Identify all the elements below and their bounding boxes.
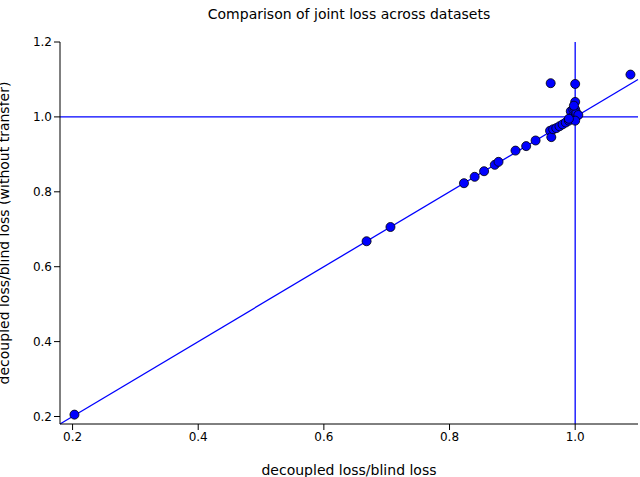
svg-text:0.4: 0.4 — [189, 430, 208, 444]
svg-text:1.0: 1.0 — [566, 430, 585, 444]
html-text:Comparison of joint loss acros: Comparison of joint loss across datasets — [207, 6, 491, 22]
svg-text:1.2: 1.2 — [33, 35, 52, 49]
svg-text:0.8: 0.8 — [33, 185, 52, 199]
svg-text:decoupled loss/blind loss (wit: decoupled loss/blind loss (without trans… — [8, 82, 12, 385]
svg-text:0.2: 0.2 — [63, 430, 82, 444]
svg-text:0.4: 0.4 — [33, 335, 52, 349]
svg-text:0.6: 0.6 — [33, 260, 52, 274]
svg-text:0.8: 0.8 — [440, 430, 459, 444]
svg-text:1.0: 1.0 — [33, 110, 52, 124]
svg-text:decoupled loss/blind loss: decoupled loss/blind loss — [261, 462, 436, 477]
svg-text:0.2: 0.2 — [33, 410, 52, 424]
svg-text:0.6: 0.6 — [314, 430, 333, 444]
